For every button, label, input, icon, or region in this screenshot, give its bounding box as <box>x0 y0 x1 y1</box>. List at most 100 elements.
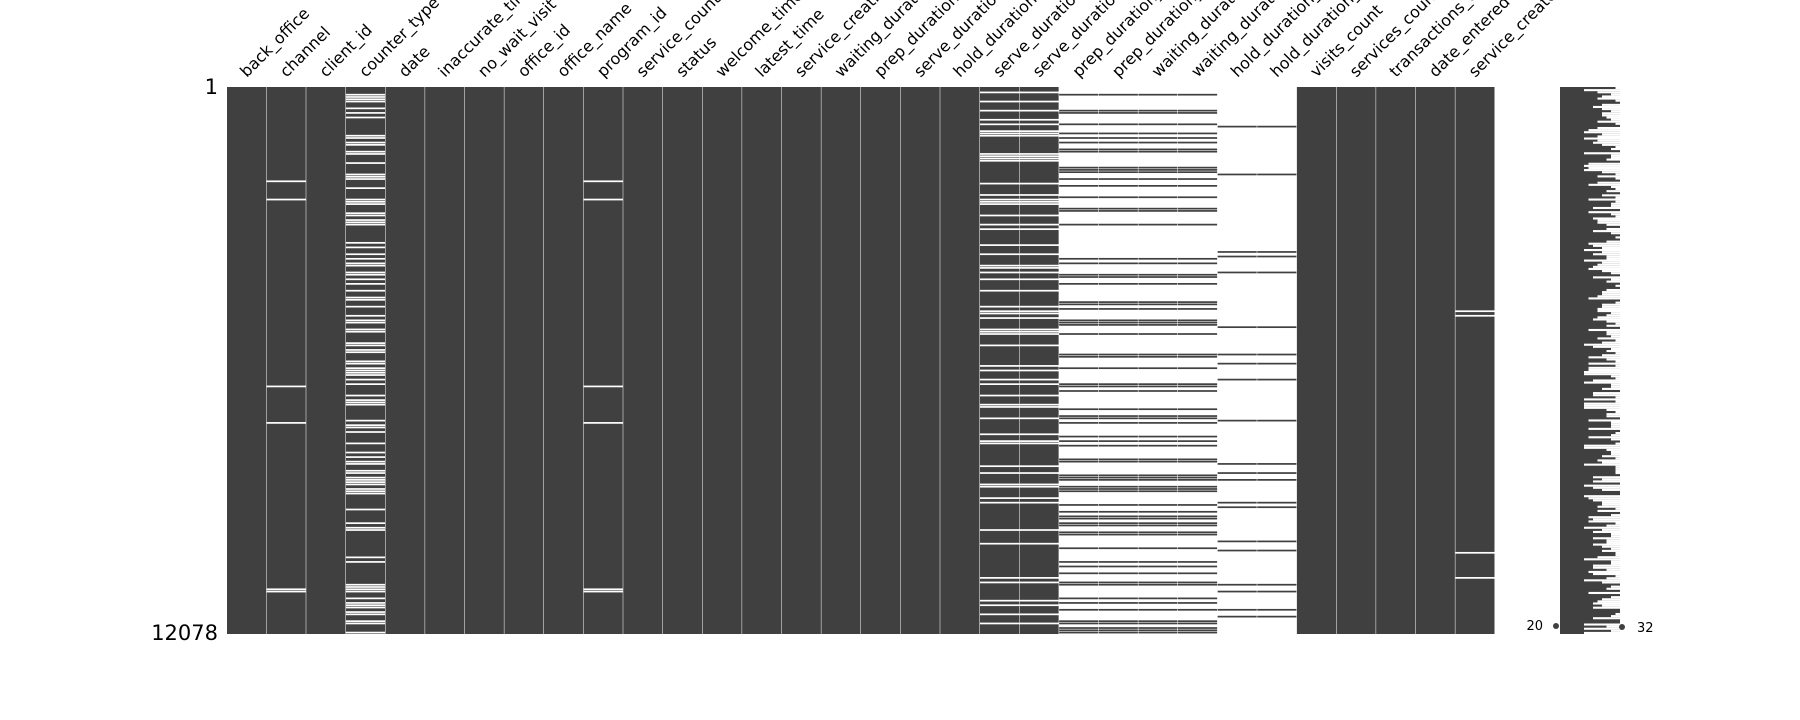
sparkline-step <box>1597 295 1622 298</box>
matrix-cell-prep-duration-mean <box>1098 385 1139 388</box>
sparkline-step <box>1606 413 1622 416</box>
sparkline-step <box>1620 482 1622 485</box>
matrix-cell-prep-duration-mean <box>1098 324 1139 326</box>
matrix-cell-counter-type <box>345 246 386 249</box>
matrix-cell-waiting-duration-mean <box>1178 408 1218 411</box>
sparkline-step <box>1620 511 1622 515</box>
matrix-column-hold-duration-total <box>1217 87 1258 634</box>
matrix-cell-prep-duration-total <box>1059 141 1099 144</box>
sparkline-step <box>1615 352 1622 355</box>
sparkline-step <box>1602 354 1622 357</box>
sparkline-step <box>1615 465 1622 468</box>
matrix-cell-hold-duration-mean <box>1257 549 1297 552</box>
matrix-cell-counter-type <box>345 173 386 176</box>
matrix-cell-serve-duration-mean <box>1019 198 1060 201</box>
matrix-cell-prep-duration-mean <box>1098 627 1139 629</box>
matrix-cell-counter-type <box>345 556 386 559</box>
matrix-cell-serve-duration-mean <box>1019 542 1060 545</box>
matrix-cell-serve-duration-mean <box>1019 577 1060 579</box>
sparkline-step <box>1615 200 1622 203</box>
matrix-cell-counter-type <box>345 150 386 153</box>
matrix-cell-prep-duration-mean <box>1098 565 1139 568</box>
sparkline-step <box>1584 404 1622 407</box>
matrix-cell-counter-type <box>345 212 386 215</box>
matrix-cell-prep-duration-total <box>1059 608 1099 611</box>
matrix-cell-serve-duration-total <box>979 203 1020 205</box>
sparkline-step <box>1584 131 1622 134</box>
sparkline-step <box>1584 558 1622 561</box>
matrix-cell-counter-type <box>345 483 386 486</box>
sparkline-step <box>1597 221 1622 224</box>
matrix-cell-waiting-duration-mean <box>1178 620 1218 623</box>
sparkline-step <box>1597 139 1622 142</box>
matrix-cell-waiting-duration-mean <box>1178 504 1218 506</box>
matrix-cell-serve-duration-mean <box>1019 200 1060 203</box>
sparkline-step <box>1593 230 1622 233</box>
sparkline-step <box>1602 246 1622 249</box>
matrix-cell-counter-type <box>345 561 386 563</box>
matrix-cell-serve-duration-mean <box>1019 289 1060 292</box>
matrix-column-channel <box>266 87 307 634</box>
matrix-cell-serve-duration-total <box>979 132 1020 135</box>
sparkline-step <box>1606 288 1622 292</box>
sparkline-step <box>1593 486 1622 489</box>
matrix-cell-serve-duration-mean <box>1019 417 1060 420</box>
matrix-cell-counter-type <box>345 529 386 531</box>
matrix-cell-serve-duration-mean <box>1019 267 1060 269</box>
matrix-cell-waiting-duration-mean <box>1178 531 1218 534</box>
matrix-cell-waiting-duration-total <box>1138 474 1179 477</box>
matrix-cell-prep-duration-total <box>1059 353 1099 356</box>
matrix-cell-waiting-duration-total <box>1138 390 1179 392</box>
matrix-cell-waiting-duration-mean <box>1178 355 1218 358</box>
matrix-column-program-id <box>583 87 624 634</box>
matrix-cell-waiting-duration-total <box>1138 207 1179 210</box>
matrix-cell-channel <box>266 198 307 201</box>
matrix-cell-counter-type <box>345 107 386 110</box>
matrix-cell-prep-duration-mean <box>1098 440 1139 442</box>
matrix-cell-prep-duration-total <box>1059 355 1099 358</box>
matrix-cell-waiting-duration-mean <box>1178 319 1218 322</box>
matrix-cell-waiting-duration-total <box>1138 524 1179 527</box>
matrix-cell-waiting-duration-mean <box>1178 602 1218 604</box>
matrix-cell-counter-type <box>345 342 386 344</box>
matrix-cell-counter-type <box>345 586 386 588</box>
matrix-cell-serve-duration-total <box>979 157 1020 160</box>
sparkline-step <box>1602 478 1622 481</box>
sparkline-step <box>1606 116 1622 119</box>
matrix-cell-prep-duration-total <box>1059 112 1099 114</box>
matrix-cell-waiting-duration-total <box>1138 602 1179 604</box>
matrix-cell-serve-duration-mean <box>1019 155 1060 158</box>
sparkline-step <box>1584 495 1622 498</box>
sparkline-step <box>1620 234 1622 237</box>
sparkline-step <box>1620 282 1622 285</box>
sparkline-step <box>1597 337 1622 340</box>
sparkline-step <box>1615 122 1622 125</box>
matrix-cell-counter-type <box>345 479 386 481</box>
sparkline-step <box>1606 587 1622 590</box>
matrix-cell-waiting-duration-total <box>1138 479 1179 481</box>
matrix-cell-serve-duration-total <box>979 622 1020 625</box>
matrix-cell-serve-duration-total <box>979 310 1020 313</box>
matrix-cell-serve-duration-total <box>979 581 1020 584</box>
sparkline-step <box>1620 124 1622 127</box>
matrix-cell-prep-duration-total <box>1059 458 1099 461</box>
matrix-cell-counter-type <box>345 178 386 180</box>
sparkline-step <box>1602 581 1622 584</box>
matrix-cell-serve-duration-total <box>979 271 1020 274</box>
matrix-cell-serve-duration-mean <box>1019 403 1060 406</box>
matrix-cell-prep-duration-total <box>1059 510 1099 513</box>
matrix-cell-waiting-duration-total <box>1138 150 1179 153</box>
matrix-cell-waiting-duration-total <box>1138 504 1179 506</box>
matrix-cell-counter-type <box>345 508 386 511</box>
matrix-cell-waiting-duration-total <box>1138 223 1179 226</box>
matrix-cell-serve-duration-mean <box>1019 599 1060 602</box>
sparkline-step <box>1611 615 1622 618</box>
sparkline-step <box>1597 181 1622 184</box>
sparkline-step <box>1620 286 1622 289</box>
matrix-cell-serve-duration-mean <box>1019 529 1060 531</box>
matrix-cell-waiting-duration-mean <box>1178 417 1218 420</box>
matrix-cell-prep-duration-total <box>1059 273 1099 276</box>
matrix-cell-prep-duration-mean <box>1098 504 1139 506</box>
matrix-cell-waiting-duration-total <box>1138 283 1179 285</box>
matrix-cell-serve-duration-total <box>979 264 1020 267</box>
